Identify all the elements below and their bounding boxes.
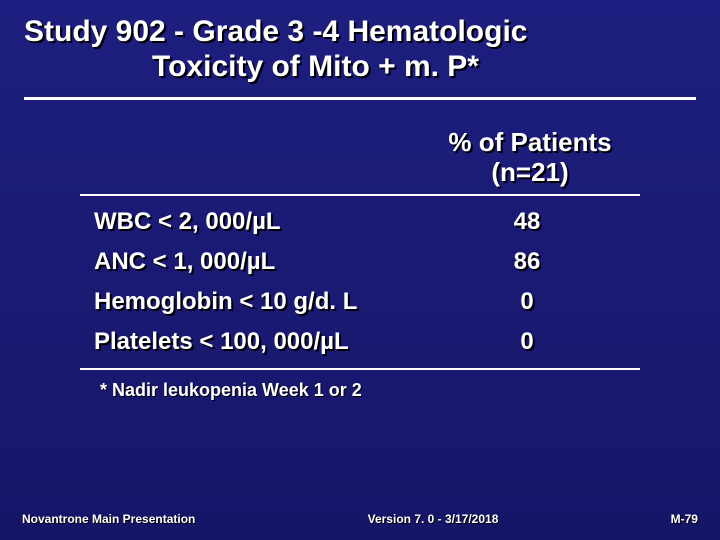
slide: Study 902 - Grade 3 -4 Hematologic Toxic…	[0, 0, 720, 540]
title-line-2: Toxicity of Mito + m. P*	[24, 49, 696, 84]
table-row: ANC < 1, 000/µL 86	[80, 242, 640, 282]
row-value: 86	[424, 248, 630, 276]
table-bottom-rule	[80, 368, 640, 370]
title-line-1: Study 902 - Grade 3 -4 Hematologic	[24, 14, 696, 49]
row-label: Platelets < 100, 000/µL	[94, 328, 424, 356]
column-header-line-1: % of Patients	[400, 128, 660, 158]
data-table: WBC < 2, 000/µL 48 ANC < 1, 000/µL 86 He…	[80, 202, 640, 362]
row-label: Hemoglobin < 10 g/d. L	[94, 288, 424, 316]
row-label: ANC < 1, 000/µL	[94, 248, 424, 276]
footer-center: Version 7. 0 - 3/17/2018	[368, 512, 499, 526]
table-row: Hemoglobin < 10 g/d. L 0	[80, 282, 640, 322]
column-header: % of Patients (n=21)	[400, 128, 660, 188]
row-value: 0	[424, 288, 630, 316]
footer-left: Novantrone Main Presentation	[22, 512, 195, 526]
row-value: 0	[424, 328, 630, 356]
column-header-row: % of Patients (n=21)	[60, 128, 660, 188]
row-label: WBC < 2, 000/µL	[94, 208, 424, 236]
footer: Novantrone Main Presentation Version 7. …	[0, 512, 720, 526]
row-value: 48	[424, 208, 630, 236]
footnote: * Nadir leukopenia Week 1 or 2	[100, 380, 720, 401]
column-header-line-2: (n=21)	[400, 158, 660, 188]
table-row: Platelets < 100, 000/µL 0	[80, 322, 640, 362]
table-top-rule	[80, 194, 640, 196]
title-rule	[24, 97, 696, 100]
slide-title: Study 902 - Grade 3 -4 Hematologic Toxic…	[24, 14, 696, 85]
title-block: Study 902 - Grade 3 -4 Hematologic Toxic…	[0, 0, 720, 91]
footer-right: M-79	[671, 512, 698, 526]
table-row: WBC < 2, 000/µL 48	[80, 202, 640, 242]
